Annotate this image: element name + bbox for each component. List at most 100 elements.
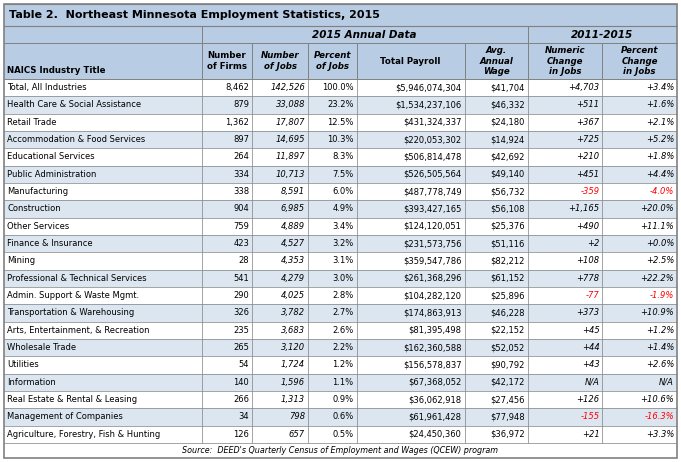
Bar [4,287,677,304]
Text: 2011-2015: 2011-2015 [571,30,633,39]
Text: 423: 423 [234,239,249,248]
Text: +725: +725 [576,135,599,144]
Bar [4,356,677,374]
Text: Accommodation & Food Services: Accommodation & Food Services [7,135,145,144]
Text: $82,212: $82,212 [490,256,525,266]
Text: +45: +45 [582,326,599,335]
Text: +778: +778 [576,274,599,283]
Text: 11,897: 11,897 [276,152,305,162]
Text: +10.9%: +10.9% [640,309,674,317]
Bar [4,218,677,235]
Bar [4,426,677,443]
Text: Management of Companies: Management of Companies [7,413,123,421]
Bar [4,183,677,201]
Text: +5.2%: +5.2% [646,135,674,144]
Text: Construction: Construction [7,205,61,213]
Text: 3.4%: 3.4% [332,222,353,231]
Text: $61,152: $61,152 [490,274,525,283]
Text: +11.1%: +11.1% [640,222,674,231]
Text: 0.5%: 0.5% [332,430,353,439]
Text: $90,792: $90,792 [490,360,525,370]
Text: $51,116: $51,116 [490,239,525,248]
Text: 3.2%: 3.2% [332,239,353,248]
Text: 10,713: 10,713 [276,170,305,179]
Text: Real Estate & Rental & Leasing: Real Estate & Rental & Leasing [7,395,137,404]
Text: 4.9%: 4.9% [332,205,353,213]
Text: Number
of Firms: Number of Firms [207,51,247,71]
Text: 2.7%: 2.7% [332,309,353,317]
Text: 879: 879 [233,101,249,109]
Text: 264: 264 [234,152,249,162]
Text: Other Services: Other Services [7,222,69,231]
Text: Total Payroll: Total Payroll [381,56,441,66]
Text: Health Care & Social Assistance: Health Care & Social Assistance [7,101,141,109]
Text: 3,782: 3,782 [281,309,305,317]
Text: $124,120,051: $124,120,051 [404,222,462,231]
Text: Professional & Technical Services: Professional & Technical Services [7,274,146,283]
Text: 28: 28 [238,256,249,266]
Text: Mining: Mining [7,256,35,266]
Text: 14,695: 14,695 [276,135,305,144]
Text: $22,152: $22,152 [491,326,525,335]
Text: Percent
Change
in Jobs: Percent Change in Jobs [621,46,659,76]
Text: Table 2.  Northeast Minnesota Employment Statistics, 2015: Table 2. Northeast Minnesota Employment … [9,10,380,20]
Text: +2.1%: +2.1% [646,118,674,127]
Text: +44: +44 [582,343,599,352]
Text: 0.9%: 0.9% [332,395,353,404]
Text: -77: -77 [586,291,599,300]
Text: $46,228: $46,228 [490,309,525,317]
Bar [4,97,677,114]
Text: +490: +490 [576,222,599,231]
Bar [4,304,677,322]
Text: $67,368,052: $67,368,052 [409,378,462,387]
Text: $162,360,588: $162,360,588 [403,343,462,352]
Text: Finance & Insurance: Finance & Insurance [7,239,93,248]
Text: 34: 34 [238,413,249,421]
Text: $42,172: $42,172 [490,378,525,387]
Text: $36,972: $36,972 [490,430,525,439]
Text: 8,462: 8,462 [225,83,249,92]
Text: $174,863,913: $174,863,913 [403,309,462,317]
Text: 3,120: 3,120 [281,343,305,352]
Bar [4,270,677,287]
Text: 12.5%: 12.5% [327,118,353,127]
Text: +1.6%: +1.6% [646,101,674,109]
Text: 1,596: 1,596 [281,378,305,387]
Text: 657: 657 [289,430,305,439]
Text: 541: 541 [234,274,249,283]
Text: +1.8%: +1.8% [646,152,674,162]
Text: -1.9%: -1.9% [650,291,674,300]
Text: +4,703: +4,703 [569,83,599,92]
Bar [4,26,677,43]
Text: +451: +451 [576,170,599,179]
Text: +21: +21 [582,430,599,439]
Text: $56,732: $56,732 [490,187,525,196]
Text: 2015 Annual Data: 2015 Annual Data [313,30,417,39]
Text: Arts, Entertainment, & Recreation: Arts, Entertainment, & Recreation [7,326,150,335]
Text: +4.4%: +4.4% [646,170,674,179]
Text: 266: 266 [233,395,249,404]
Text: 7.5%: 7.5% [332,170,353,179]
Text: 4,527: 4,527 [281,239,305,248]
Text: +373: +373 [576,309,599,317]
Bar [4,322,677,339]
Text: 759: 759 [234,222,249,231]
Text: $49,140: $49,140 [491,170,525,179]
Text: $261,368,296: $261,368,296 [403,274,462,283]
Bar [4,339,677,356]
Text: $61,961,428: $61,961,428 [409,413,462,421]
Text: +2.6%: +2.6% [646,360,674,370]
Text: 0.6%: 0.6% [332,413,353,421]
Text: 10.3%: 10.3% [327,135,353,144]
Text: 338: 338 [233,187,249,196]
Text: $81,395,498: $81,395,498 [409,326,462,335]
Bar [4,391,677,408]
Text: $56,108: $56,108 [490,205,525,213]
Text: Total, All Industries: Total, All Industries [7,83,86,92]
Text: 4,279: 4,279 [281,274,305,283]
Bar [4,374,677,391]
Text: Percent
of Jobs: Percent of Jobs [313,51,351,71]
Text: +126: +126 [576,395,599,404]
Text: 4,025: 4,025 [281,291,305,300]
Text: 1.2%: 1.2% [332,360,353,370]
